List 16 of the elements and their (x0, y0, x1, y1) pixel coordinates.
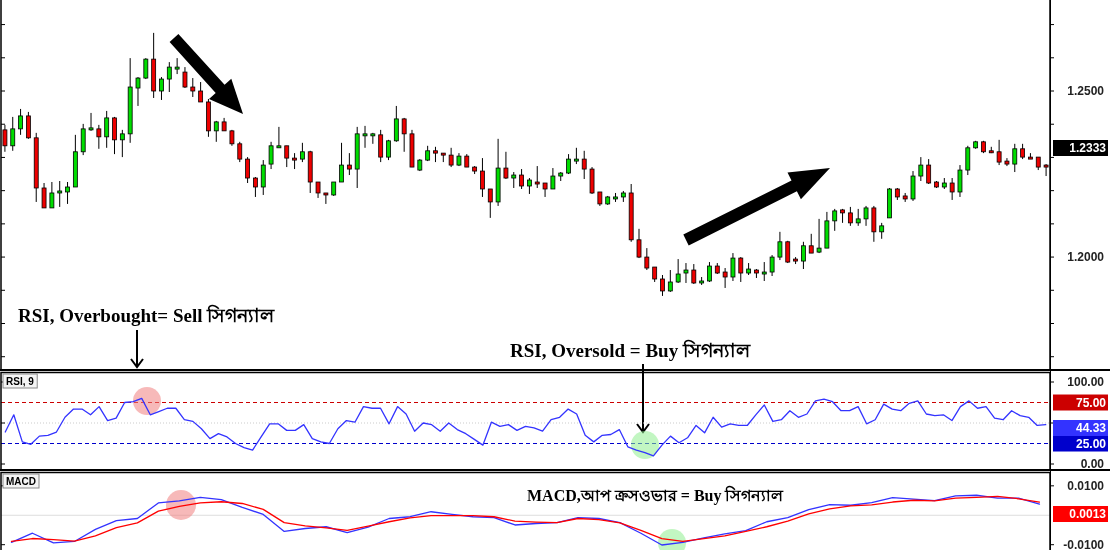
text: 44.33 (1075, 421, 1107, 435)
y-tick-label: 100.00 (1067, 375, 1105, 390)
annotation: RSI, Oversold = Buy সিগন্যাল (510, 339, 751, 361)
ref-line-label: 75.00 (1075, 395, 1107, 410)
annotation: RSI, Overbought= Sell সিগন্যাল (18, 304, 276, 326)
y-tick-label: 1.2500 (1067, 84, 1105, 99)
ref-line-label: 25.00 (1075, 436, 1107, 451)
y-tick-label: -0.0100 (1063, 537, 1105, 550)
text: 1.2333 (1069, 141, 1107, 155)
chart-title: RSI, 9 (6, 375, 35, 387)
y-tick-label: 0.00 (1080, 457, 1105, 472)
y-tick-label: 0.0100 (1067, 478, 1105, 493)
y-tick-label: 1.2000 (1067, 250, 1105, 265)
annotation: MACD,আপ ক্রসওভার = Buy সিগন্যাল (527, 485, 785, 505)
chart-title: MACD (6, 475, 36, 487)
text: 0.0013 (1069, 507, 1107, 521)
